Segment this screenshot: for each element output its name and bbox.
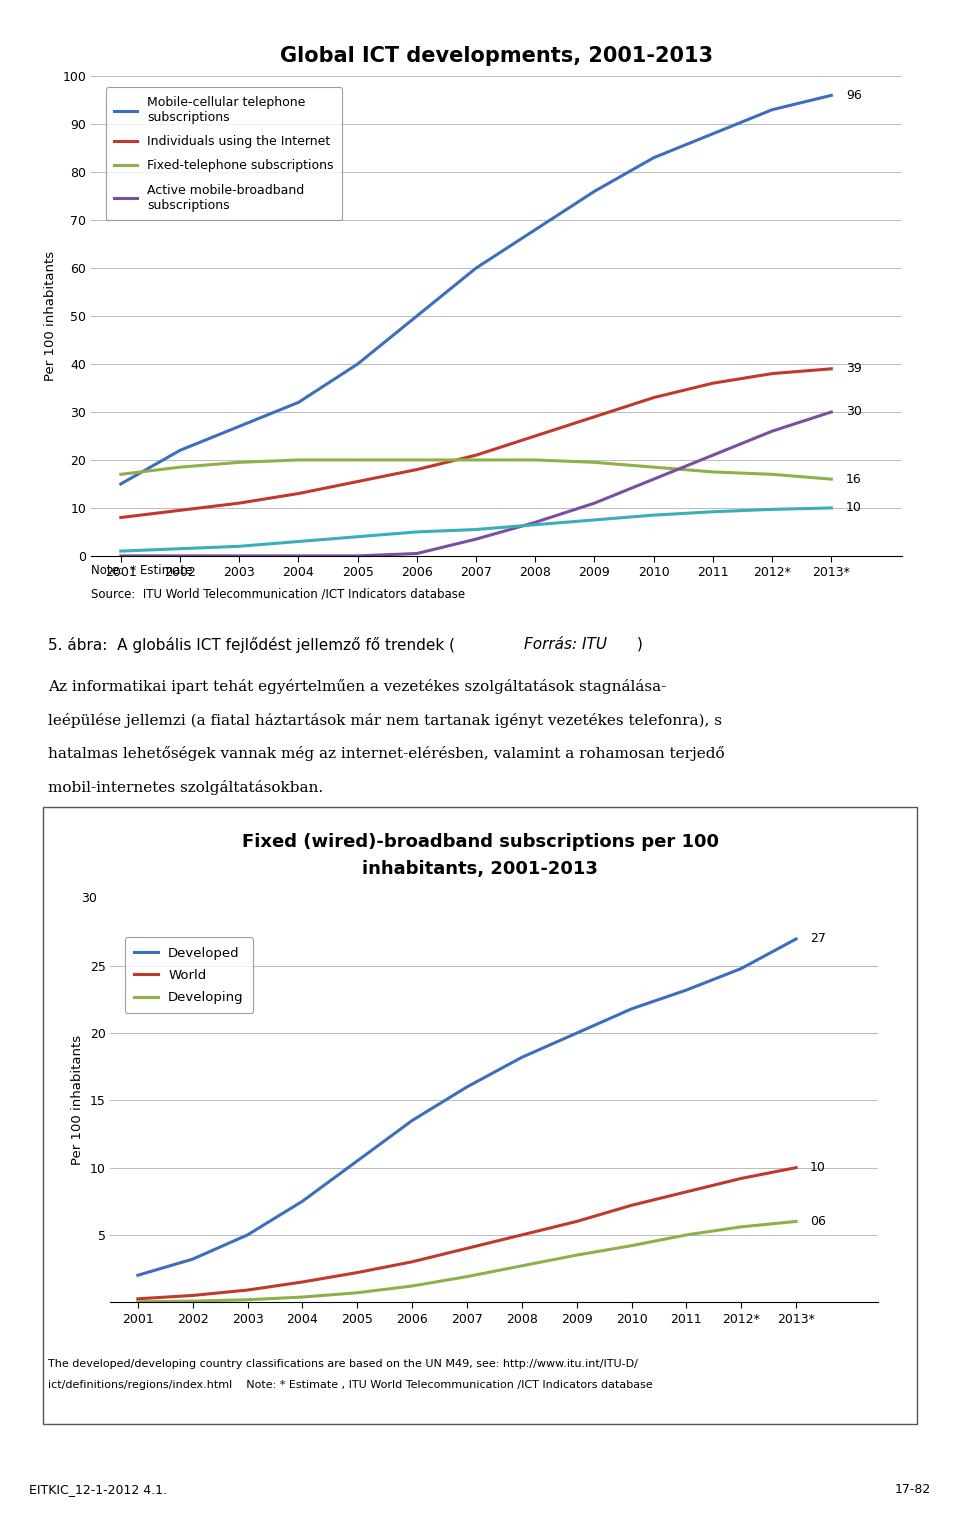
- Text: ): ): [636, 637, 642, 652]
- Legend: Mobile-cellular telephone
subscriptions, Individuals using the Internet, Fixed-t: Mobile-cellular telephone subscriptions,…: [106, 87, 342, 221]
- Text: 10: 10: [846, 501, 862, 515]
- Text: The developed/developing country classifications are based on the UN M49, see: h: The developed/developing country classif…: [48, 1359, 637, 1369]
- Text: inhabitants, 2001-2013: inhabitants, 2001-2013: [362, 860, 598, 879]
- Text: Source:  ITU World Telecommunication /ICT Indicators database: Source: ITU World Telecommunication /ICT…: [91, 588, 466, 602]
- Text: 27: 27: [810, 932, 826, 946]
- Title: Global ICT developments, 2001-2013: Global ICT developments, 2001-2013: [280, 46, 713, 67]
- Text: 30: 30: [846, 405, 862, 419]
- Text: Forrás: ITU: Forrás: ITU: [524, 637, 607, 652]
- Text: Note:  * Estimate: Note: * Estimate: [91, 564, 193, 577]
- Text: 30: 30: [81, 892, 97, 905]
- Text: leépülése jellemzi (a fiatal háztartások már nem tartanak igényt vezetékes telef: leépülése jellemzi (a fiatal háztartások…: [48, 713, 722, 728]
- Legend: Developed, World, Developing: Developed, World, Developing: [125, 938, 253, 1013]
- Text: 10: 10: [810, 1161, 826, 1174]
- Text: 5. ábra:  A globális ICT fejlődést jellemző fő trendek (: 5. ábra: A globális ICT fejlődést jellem…: [48, 637, 455, 653]
- Y-axis label: Per 100 inhabitants: Per 100 inhabitants: [71, 1036, 84, 1165]
- Text: Fixed (wired)-broadband subscriptions per 100: Fixed (wired)-broadband subscriptions pe…: [242, 833, 718, 851]
- Text: 17-82: 17-82: [895, 1482, 931, 1496]
- Y-axis label: Per 100 inhabitants: Per 100 inhabitants: [44, 251, 57, 381]
- Text: 06: 06: [810, 1215, 826, 1228]
- Text: 39: 39: [846, 362, 862, 375]
- Text: Az informatikai ipart tehát egyértelműen a vezetékes szolgáltatások stagnálása-: Az informatikai ipart tehát egyértelműen…: [48, 679, 666, 694]
- Text: hatalmas lehetőségek vannak még az internet-elérésben, valamint a rohamosan terj: hatalmas lehetőségek vannak még az inter…: [48, 746, 725, 762]
- Text: ict/definitions/regions/index.html    Note: * Estimate , ITU World Telecommunica: ict/definitions/regions/index.html Note:…: [48, 1380, 653, 1390]
- Text: 96: 96: [846, 88, 862, 102]
- Text: 16: 16: [846, 472, 862, 486]
- Text: mobil-internetes szolgáltatásokban.: mobil-internetes szolgáltatásokban.: [48, 780, 324, 795]
- Text: EITKIC_12-1-2012 4.1.: EITKIC_12-1-2012 4.1.: [29, 1482, 167, 1496]
